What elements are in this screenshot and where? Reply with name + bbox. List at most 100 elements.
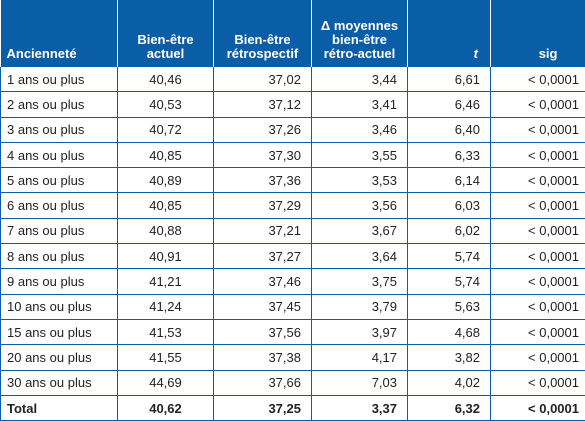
cell-sig-value: < 0,0001 [491, 244, 585, 269]
cell-delta-moyennes: 3,56 [312, 193, 408, 218]
cell-sig-value: < 0,0001 [491, 395, 585, 420]
cell-bien-etre-actuel: 40,91 [118, 244, 214, 269]
cell-bien-etre-actuel: 41,53 [118, 319, 214, 344]
cell-t-value: 6,40 [408, 117, 491, 142]
cell-t-value: 6,32 [408, 395, 491, 420]
cell-anciennete: 1 ans ou plus [1, 67, 118, 92]
cell-bien-etre-actuel: 40,72 [118, 117, 214, 142]
cell-anciennete: 10 ans ou plus [1, 294, 118, 319]
cell-anciennete: 7 ans ou plus [1, 218, 118, 243]
cell-delta-moyennes: 3,55 [312, 142, 408, 167]
cell-t-value: 5,74 [408, 244, 491, 269]
header-row: Ancienneté Bien-être actuel Bien-être ré… [1, 0, 585, 67]
cell-delta-moyennes: 3,64 [312, 244, 408, 269]
cell-bien-etre-actuel: 41,55 [118, 345, 214, 370]
cell-bien-etre-retrospectif: 37,36 [214, 168, 312, 193]
cell-bien-etre-retrospectif: 37,27 [214, 244, 312, 269]
cell-sig-value: < 0,0001 [491, 142, 585, 167]
cell-bien-etre-actuel: 40,85 [118, 193, 214, 218]
cell-delta-moyennes: 3,41 [312, 92, 408, 117]
cell-sig-value: < 0,0001 [491, 370, 585, 395]
cell-delta-moyennes: 3,46 [312, 117, 408, 142]
cell-sig-value: < 0,0001 [491, 345, 585, 370]
cell-bien-etre-actuel: 40,89 [118, 168, 214, 193]
header-t: t [408, 0, 491, 67]
cell-t-value: 6,46 [408, 92, 491, 117]
header-anciennete: Ancienneté [1, 0, 118, 67]
cell-delta-moyennes: 3,44 [312, 67, 408, 92]
header-bien-etre-actuel: Bien-être actuel [118, 0, 214, 67]
cell-bien-etre-actuel: 40,46 [118, 67, 214, 92]
cell-anciennete: Total [1, 395, 118, 420]
cell-bien-etre-actuel: 40,88 [118, 218, 214, 243]
cell-t-value: 5,63 [408, 294, 491, 319]
cell-sig-value: < 0,0001 [491, 117, 585, 142]
cell-bien-etre-retrospectif: 37,45 [214, 294, 312, 319]
cell-anciennete: 2 ans ou plus [1, 92, 118, 117]
cell-sig-value: < 0,0001 [491, 269, 585, 294]
cell-t-value: 4,68 [408, 319, 491, 344]
cell-delta-moyennes: 3,75 [312, 269, 408, 294]
cell-sig-value: < 0,0001 [491, 92, 585, 117]
cell-bien-etre-actuel: 40,62 [118, 395, 214, 420]
cell-sig-value: < 0,0001 [491, 168, 585, 193]
cell-t-value: 5,74 [408, 269, 491, 294]
cell-delta-moyennes: 7,03 [312, 370, 408, 395]
cell-bien-etre-retrospectif: 37,26 [214, 117, 312, 142]
cell-bien-etre-retrospectif: 37,29 [214, 193, 312, 218]
cell-sig-value: < 0,0001 [491, 319, 585, 344]
header-delta-moyennes: Δ moyennes bien-être rétro-actuel [312, 0, 408, 67]
cell-delta-moyennes: 3,97 [312, 319, 408, 344]
cell-anciennete: 30 ans ou plus [1, 370, 118, 395]
cell-anciennete: 20 ans ou plus [1, 345, 118, 370]
header-bien-etre-retrospectif: Bien-être rétrospectif [214, 0, 312, 67]
cell-anciennete: 4 ans ou plus [1, 142, 118, 167]
cell-delta-moyennes: 3,67 [312, 218, 408, 243]
header-sig: sig [491, 0, 585, 67]
cell-sig-value: < 0,0001 [491, 67, 585, 92]
cell-bien-etre-retrospectif: 37,21 [214, 218, 312, 243]
cell-t-value: 3,82 [408, 345, 491, 370]
cell-delta-moyennes: 3,79 [312, 294, 408, 319]
cell-bien-etre-actuel: 40,53 [118, 92, 214, 117]
cell-bien-etre-actuel: 40,85 [118, 142, 214, 167]
cell-delta-moyennes: 3,53 [312, 168, 408, 193]
cell-delta-moyennes: 4,17 [312, 345, 408, 370]
cell-bien-etre-retrospectif: 37,25 [214, 395, 312, 420]
cell-delta-moyennes: 3,37 [312, 395, 408, 420]
cell-bien-etre-retrospectif: 37,38 [214, 345, 312, 370]
cell-anciennete: 5 ans ou plus [1, 168, 118, 193]
cell-bien-etre-actuel: 44,69 [118, 370, 214, 395]
cell-bien-etre-retrospectif: 37,12 [214, 92, 312, 117]
cell-t-value: 6,02 [408, 218, 491, 243]
cell-anciennete: 8 ans ou plus [1, 244, 118, 269]
cell-sig-value: < 0,0001 [491, 294, 585, 319]
cell-t-value: 6,61 [408, 67, 491, 92]
cell-sig-value: < 0,0001 [491, 218, 585, 243]
cell-anciennete: 15 ans ou plus [1, 319, 118, 344]
cell-t-value: 6,33 [408, 142, 491, 167]
cell-bien-etre-retrospectif: 37,30 [214, 142, 312, 167]
cell-bien-etre-retrospectif: 37,66 [214, 370, 312, 395]
cell-bien-etre-retrospectif: 37,02 [214, 67, 312, 92]
cell-anciennete: 9 ans ou plus [1, 269, 118, 294]
cell-bien-etre-actuel: 41,24 [118, 294, 214, 319]
cell-bien-etre-retrospectif: 37,46 [214, 269, 312, 294]
cell-anciennete: 3 ans ou plus [1, 117, 118, 142]
cell-anciennete: 6 ans ou plus [1, 193, 118, 218]
